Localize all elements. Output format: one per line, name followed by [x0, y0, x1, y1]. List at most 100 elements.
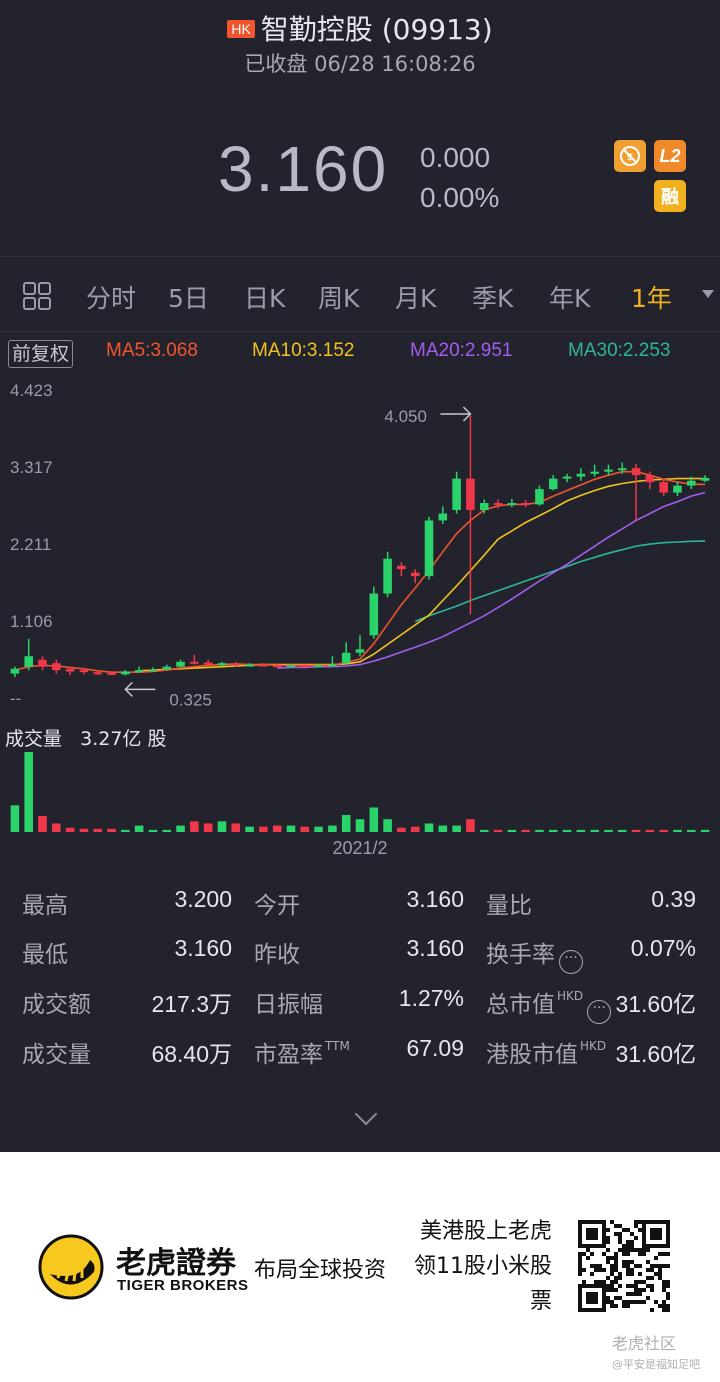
qr-module — [630, 1244, 634, 1248]
tab-intraday[interactable]: 分时 — [86, 284, 137, 313]
volume-bar — [369, 807, 379, 832]
stat-label-text: 成交额 — [22, 992, 91, 1018]
info-dots-icon[interactable]: ··· — [559, 950, 583, 974]
volume-bar — [217, 821, 227, 832]
qr-module — [666, 1296, 670, 1300]
candle-body — [479, 503, 489, 510]
qr-module — [646, 1268, 650, 1272]
qr-module — [638, 1228, 642, 1232]
qr-finder-center — [586, 1292, 598, 1304]
y-tick-label: -- — [10, 689, 21, 708]
qr-module — [602, 1280, 606, 1284]
qr-module — [618, 1284, 622, 1288]
candle-body — [369, 593, 379, 636]
qr-module — [578, 1252, 582, 1256]
volume-bar — [52, 823, 61, 832]
stat-label: 港股市值 HKD — [486, 1035, 606, 1069]
qr-module — [586, 1256, 590, 1260]
candle-body — [562, 476, 572, 479]
stat-value: 3.160 — [406, 886, 464, 912]
candle-body — [410, 572, 420, 577]
market-badge: HK — [227, 20, 255, 38]
qr-module — [610, 1288, 614, 1292]
tab-yearly-k[interactable]: 年K — [549, 284, 591, 313]
qr-finder-center — [586, 1228, 598, 1240]
qr-module — [610, 1220, 614, 1224]
qr-module — [662, 1252, 666, 1256]
volume-title: 成交量 3.27亿 股 — [5, 724, 167, 751]
qr-module — [578, 1256, 582, 1260]
qr-module — [594, 1280, 598, 1284]
candlestick-chart[interactable]: 4.423 3.317 2.211 1.106 -- 4.050 0.325 — [0, 370, 720, 710]
candle-body — [328, 664, 337, 667]
candle — [148, 667, 158, 672]
qr-module — [618, 1276, 622, 1280]
qr-module — [634, 1248, 638, 1252]
stat-value: 31.60亿 — [615, 991, 696, 1017]
candle — [397, 562, 406, 577]
qr-module — [578, 1260, 582, 1264]
tab-quarterly-k[interactable]: 季K — [472, 284, 514, 313]
qr-module — [638, 1220, 642, 1224]
candle — [134, 666, 144, 673]
qr-module — [610, 1264, 614, 1268]
qr-module — [618, 1248, 622, 1252]
qr-module — [650, 1268, 654, 1272]
candle-body — [535, 489, 544, 505]
volume-bar — [272, 825, 282, 832]
volume-bar — [93, 828, 103, 832]
candle-body — [65, 668, 75, 672]
qr-module — [650, 1308, 654, 1312]
stock-title: HK 智勤控股 (09913) — [0, 8, 720, 48]
chevron-down-icon[interactable] — [354, 1102, 378, 1126]
qr-module — [614, 1224, 618, 1228]
qr-module — [606, 1276, 610, 1280]
qr-code[interactable] — [578, 1220, 670, 1312]
candle-body — [176, 661, 185, 667]
qr-module — [590, 1252, 594, 1256]
volume-bar — [659, 829, 668, 832]
tab-monthly-k[interactable]: 月K — [395, 284, 437, 313]
grid-icon[interactable] — [22, 281, 52, 311]
qr-module — [598, 1280, 602, 1284]
no-short-icon[interactable]: $ — [614, 140, 646, 172]
qr-module — [638, 1292, 642, 1296]
candle-body — [687, 480, 696, 486]
candle — [355, 635, 365, 657]
chevron-down-icon[interactable] — [702, 290, 714, 298]
qr-module — [614, 1280, 618, 1284]
level2-badge[interactable]: L2 — [654, 140, 686, 172]
candle-body — [466, 478, 475, 510]
candle-body — [79, 670, 89, 673]
qr-module — [638, 1252, 642, 1256]
volume-bar — [107, 828, 116, 832]
volume-bar — [397, 827, 406, 832]
volume-chart[interactable] — [0, 748, 720, 834]
tab-daily-k[interactable]: 日K — [244, 284, 286, 313]
qr-module — [650, 1288, 654, 1292]
candle — [548, 475, 558, 491]
tab-1year[interactable]: 1年 — [631, 284, 672, 313]
qr-module — [634, 1284, 638, 1288]
qr-module — [650, 1284, 654, 1288]
candle-body — [217, 663, 227, 666]
info-dots-icon[interactable]: ··· — [587, 1000, 612, 1024]
volume-bar — [190, 821, 199, 832]
volume-title-text: 成交量 — [5, 728, 63, 750]
x-axis-date-label: 2021/2 — [332, 838, 388, 858]
candle — [535, 485, 544, 506]
qr-module — [642, 1300, 646, 1304]
adjust-button[interactable]: 前复权 — [8, 340, 74, 368]
margin-badge[interactable]: 融 — [654, 180, 686, 212]
tab-weekly-k[interactable]: 周K — [318, 284, 360, 313]
candle-body — [521, 503, 530, 506]
candle — [162, 664, 172, 671]
qr-module — [638, 1264, 642, 1268]
candle — [107, 671, 116, 676]
stat-label: 成交额 — [22, 985, 91, 1019]
candle — [631, 464, 641, 521]
volume-bar — [452, 825, 461, 832]
tab-5day[interactable]: 5日 — [168, 284, 209, 313]
volume-bar — [65, 827, 75, 832]
candle — [438, 506, 448, 524]
